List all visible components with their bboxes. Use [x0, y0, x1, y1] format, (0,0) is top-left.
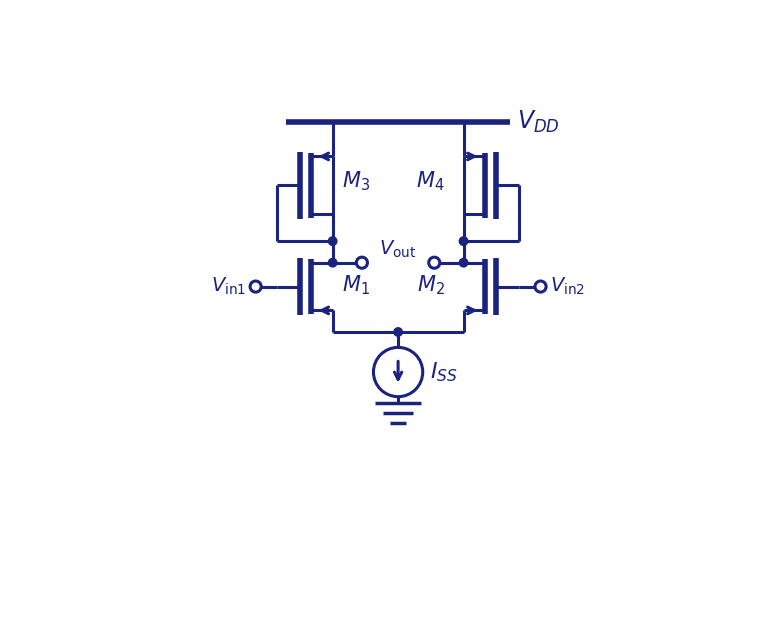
Text: $M_4$: $M_4$ [416, 170, 444, 193]
Text: $M_3$: $M_3$ [342, 170, 370, 193]
Text: $V_{\mathrm{out}}$: $V_{\mathrm{out}}$ [380, 238, 416, 260]
Circle shape [394, 328, 403, 336]
Text: $V_{DD}$: $V_{DD}$ [518, 109, 560, 135]
Text: $V_{\mathrm{in1}}$: $V_{\mathrm{in1}}$ [211, 276, 246, 297]
Circle shape [459, 237, 468, 246]
Text: $V_{\mathrm{in2}}$: $V_{\mathrm{in2}}$ [550, 276, 584, 297]
Circle shape [328, 259, 337, 267]
Text: $M_2$: $M_2$ [417, 273, 445, 297]
Text: $M_1$: $M_1$ [342, 273, 370, 297]
Circle shape [328, 237, 337, 246]
Text: $I_{SS}$: $I_{SS}$ [430, 360, 458, 384]
Circle shape [459, 259, 468, 267]
